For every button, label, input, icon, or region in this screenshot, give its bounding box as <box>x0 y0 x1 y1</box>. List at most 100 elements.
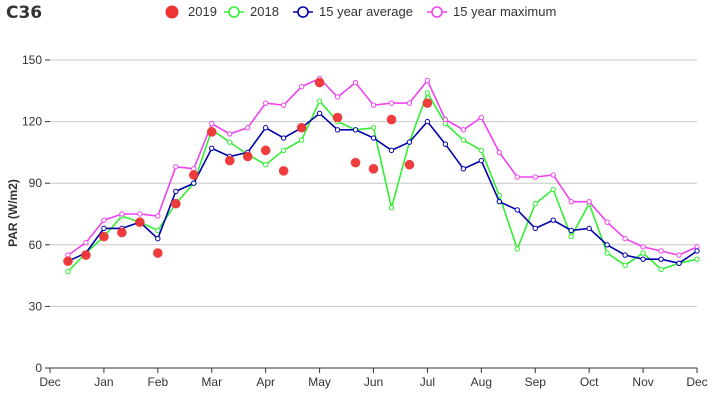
legend-marker <box>431 6 443 18</box>
series-point-2 <box>155 235 161 242</box>
series-point-3 <box>676 252 682 258</box>
series-point-1 <box>622 262 628 269</box>
x-tick-label: Aug <box>471 375 492 389</box>
x-tick-label: Jul <box>420 375 435 389</box>
series-layer <box>63 75 700 275</box>
series-point-2 <box>191 180 197 186</box>
series-point-0 <box>350 157 361 168</box>
y-tick-label: 0 <box>35 361 42 375</box>
y-tick-label: 30 <box>29 299 43 313</box>
series-point-0 <box>153 248 163 258</box>
series-point-3 <box>406 100 413 106</box>
series-point-3 <box>532 174 538 180</box>
series-point-2 <box>352 127 359 133</box>
series-point-2 <box>532 225 538 232</box>
x-tick-label: Dec <box>39 375 60 389</box>
legend-item-0[interactable]: 2019 <box>165 4 217 19</box>
series-point-3 <box>460 127 467 133</box>
series-point-3 <box>209 120 215 127</box>
series-point-2 <box>280 135 287 141</box>
series-point-2 <box>406 139 413 145</box>
series-point-0 <box>404 159 415 170</box>
series-point-1 <box>568 233 574 240</box>
x-tick-label: Jun <box>364 375 383 389</box>
series-point-3 <box>586 198 592 205</box>
series-point-3 <box>370 102 377 108</box>
series-point-0 <box>314 77 325 88</box>
series-point-1 <box>65 268 71 275</box>
series-point-0 <box>117 227 127 238</box>
legend-item-3[interactable]: 15 year maximum <box>427 4 556 19</box>
series-point-0 <box>63 256 73 267</box>
series-point-2 <box>622 252 628 258</box>
series-point-2 <box>101 225 107 232</box>
y-axis-ticks: 0 30 60 90 120 150 <box>22 53 50 375</box>
y-tick-label: 120 <box>22 115 42 129</box>
series-point-0 <box>171 198 181 209</box>
x-tick-label: Apr <box>256 375 275 389</box>
legend-label: 15 year maximum <box>453 4 556 19</box>
series-point-0 <box>386 114 397 125</box>
series-point-1 <box>604 250 610 256</box>
series-point-3 <box>334 94 341 100</box>
series-point-2 <box>694 248 700 254</box>
series-point-2 <box>388 147 395 154</box>
series-line-3 <box>67 77 698 256</box>
series-point-0 <box>99 231 109 242</box>
series-point-1 <box>514 246 520 252</box>
series-point-2 <box>316 110 323 117</box>
series-point-3 <box>622 235 628 242</box>
series-line-1 <box>67 91 698 273</box>
series-point-0 <box>81 250 91 260</box>
x-tick-label: Jan <box>94 375 113 389</box>
series-point-3 <box>496 149 503 156</box>
series-point-2 <box>262 125 269 131</box>
series-point-2 <box>550 217 556 223</box>
x-tick-label: Oct <box>580 375 599 389</box>
series-point-0 <box>278 166 289 176</box>
series-point-3 <box>227 131 233 137</box>
series-point-3 <box>604 219 610 225</box>
series-point-3 <box>352 79 359 86</box>
y-tick-label: 150 <box>22 53 42 67</box>
series-point-0 <box>422 98 433 108</box>
series-point-2 <box>478 157 485 164</box>
series-point-1 <box>424 90 431 96</box>
series-point-1 <box>460 137 467 143</box>
series-point-0 <box>135 217 145 228</box>
legend-swatch <box>165 5 179 19</box>
series-point-3 <box>173 164 179 170</box>
series-point-1 <box>298 137 305 143</box>
series-point-2 <box>586 225 592 232</box>
legend-label: 2019 <box>188 4 217 19</box>
legend-item-2[interactable]: 15 year average <box>293 4 413 19</box>
series-point-2 <box>676 260 682 266</box>
series-point-1 <box>388 205 395 211</box>
series-point-0 <box>260 145 271 156</box>
series-point-2 <box>209 145 215 151</box>
series-point-1 <box>640 250 646 256</box>
series-point-0 <box>188 170 199 180</box>
series-point-3 <box>298 83 305 90</box>
legend-marker <box>297 6 309 18</box>
series-point-2 <box>514 207 520 213</box>
series-point-1 <box>280 147 287 154</box>
series-point-0 <box>224 155 235 166</box>
legend-item-1[interactable]: 2018 <box>224 4 279 19</box>
series-point-3 <box>119 211 125 217</box>
series-point-0 <box>368 164 379 174</box>
x-tick-label: Mar <box>201 375 222 389</box>
series-point-3 <box>478 114 485 121</box>
series-point-1 <box>478 147 485 154</box>
x-tick-label: Sep <box>525 375 547 389</box>
series-point-0 <box>296 122 307 133</box>
series-point-3 <box>442 116 449 123</box>
series-point-2 <box>370 135 377 141</box>
series-point-1 <box>155 227 161 234</box>
series-point-1 <box>658 266 664 273</box>
series-point-1 <box>316 98 323 104</box>
legend-marker <box>228 6 240 18</box>
series-point-1 <box>262 162 269 168</box>
series-point-1 <box>227 139 233 145</box>
series-point-2 <box>658 256 664 262</box>
